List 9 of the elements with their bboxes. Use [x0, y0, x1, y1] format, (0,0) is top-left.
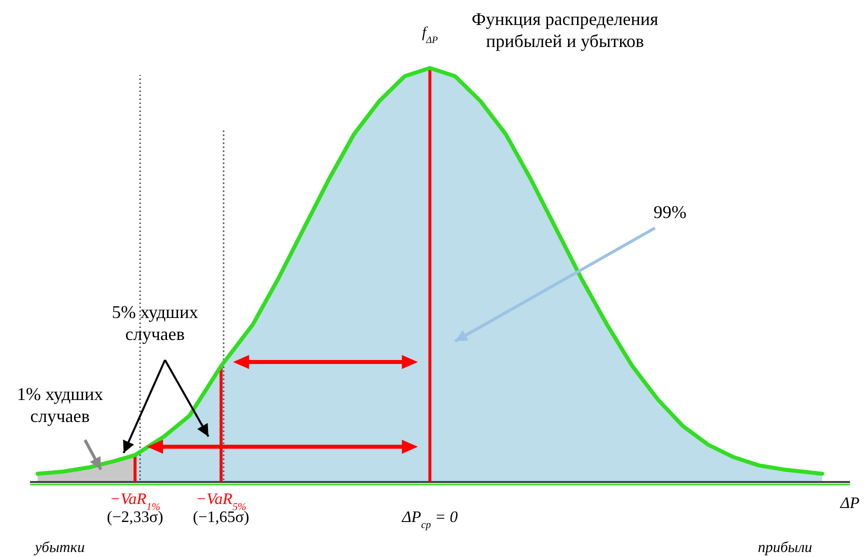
- annotation: 5% худших случаев: [112, 302, 198, 344]
- y-axis-title: f$_{ΔP}$: [422, 25, 438, 46]
- chart-title: Функция распределения прибылей и убытков: [472, 9, 658, 51]
- annotation: 1% худших случаев: [16, 384, 104, 426]
- x-axis-title: ΔP: [839, 495, 860, 512]
- text: убытки: [33, 540, 85, 556]
- annotation: 99%: [654, 202, 686, 222]
- x-tick-label: ΔP$_{ср}$ = 0: [400, 509, 458, 530]
- text: прибыли: [758, 540, 812, 556]
